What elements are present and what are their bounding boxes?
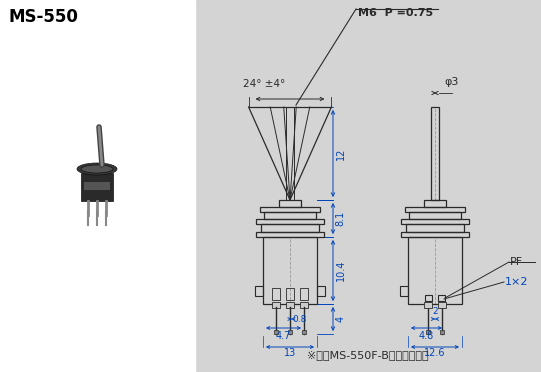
Text: 13: 13 xyxy=(284,348,296,358)
Bar xyxy=(279,200,301,207)
Ellipse shape xyxy=(81,165,113,173)
Bar xyxy=(317,286,325,296)
Ellipse shape xyxy=(77,163,117,175)
Bar xyxy=(405,207,465,212)
Bar xyxy=(426,330,430,334)
Bar xyxy=(286,302,294,308)
Bar xyxy=(261,224,319,232)
Text: 0.8: 0.8 xyxy=(293,314,307,324)
Text: PF: PF xyxy=(510,257,523,267)
Text: 24° ±4°: 24° ±4° xyxy=(243,79,286,89)
Text: 12.6: 12.6 xyxy=(424,348,446,358)
Text: 12: 12 xyxy=(335,147,346,160)
Bar xyxy=(274,330,278,334)
Text: MS-550: MS-550 xyxy=(8,8,78,26)
Bar xyxy=(256,219,324,224)
Bar xyxy=(424,200,446,207)
Text: 8.1: 8.1 xyxy=(335,211,346,226)
Bar xyxy=(256,232,324,237)
Text: 1×2: 1×2 xyxy=(505,277,529,287)
Bar xyxy=(400,286,408,296)
Bar xyxy=(255,286,263,296)
Text: 4.7: 4.7 xyxy=(276,331,291,341)
Bar xyxy=(286,288,294,300)
Bar xyxy=(406,224,464,232)
Bar xyxy=(401,232,469,237)
Bar xyxy=(438,295,445,301)
Text: 2: 2 xyxy=(432,307,438,316)
Bar xyxy=(264,212,316,219)
Bar xyxy=(84,182,110,190)
Bar xyxy=(288,330,292,334)
Bar xyxy=(424,302,432,308)
Bar xyxy=(81,173,113,201)
Text: 4: 4 xyxy=(335,316,346,322)
Text: ※図はMS-550F-Bのものです。: ※図はMS-550F-Bのものです。 xyxy=(307,350,429,360)
Bar xyxy=(0,0,195,372)
Bar xyxy=(408,237,462,304)
Text: M6  P =0.75: M6 P =0.75 xyxy=(358,8,433,18)
Bar xyxy=(409,212,461,219)
Text: φ3: φ3 xyxy=(444,77,458,87)
Bar xyxy=(260,207,320,212)
Bar xyxy=(401,219,469,224)
Bar xyxy=(272,302,280,308)
Bar xyxy=(263,237,317,304)
Bar xyxy=(431,107,439,200)
Bar xyxy=(272,288,280,300)
Bar xyxy=(300,302,308,308)
Bar xyxy=(440,330,444,334)
Text: 10.4: 10.4 xyxy=(335,260,346,281)
Bar xyxy=(302,330,306,334)
Text: 4.8: 4.8 xyxy=(419,331,434,341)
Bar xyxy=(425,295,432,301)
Bar xyxy=(300,288,308,300)
Bar xyxy=(438,302,446,308)
